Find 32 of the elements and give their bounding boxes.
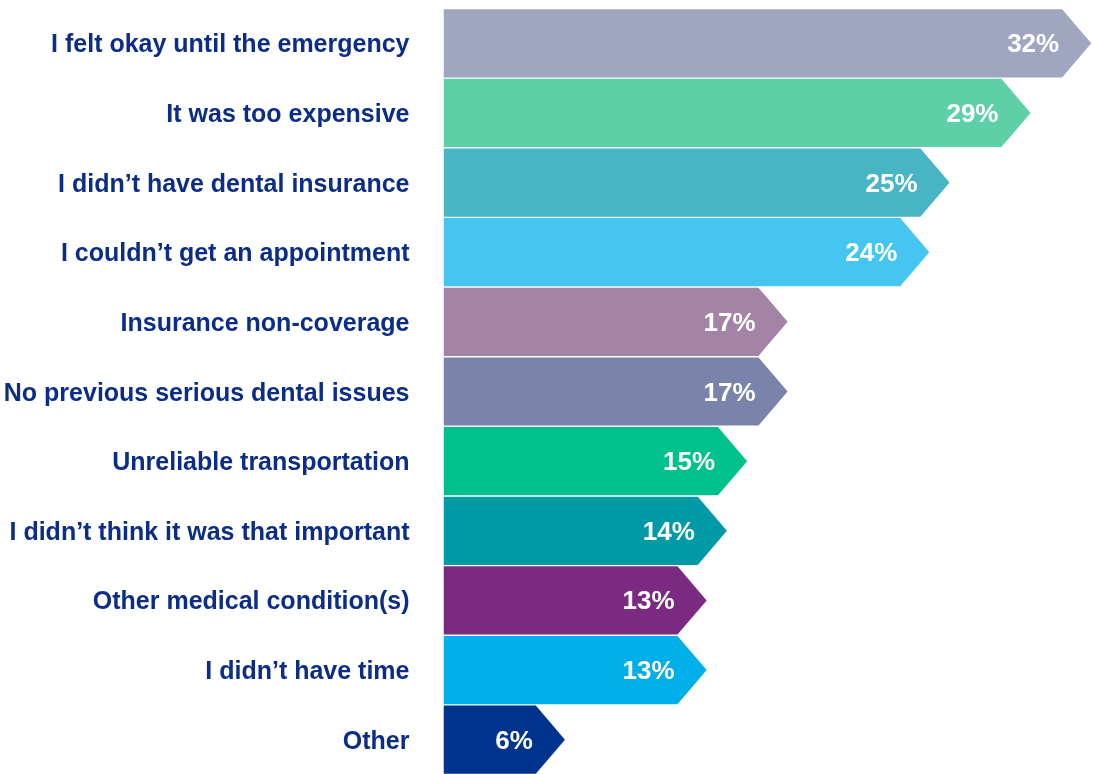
bar bbox=[443, 9, 1092, 78]
bar bbox=[443, 287, 788, 356]
y-tick-label: I couldn’t get an appointment bbox=[60, 238, 411, 267]
data-label: 25% bbox=[865, 167, 918, 198]
data-label: 24% bbox=[845, 237, 898, 268]
data-label: 6% bbox=[495, 724, 533, 755]
bar bbox=[443, 566, 707, 635]
data-label: 29% bbox=[946, 97, 999, 128]
bar bbox=[443, 78, 1031, 148]
y-tick-label: Unreliable transportation bbox=[112, 447, 410, 476]
data-label: 15% bbox=[663, 446, 716, 477]
y-tick-label: Other medical condition(s) bbox=[92, 586, 410, 615]
bar bbox=[443, 427, 748, 496]
bar bbox=[443, 218, 930, 287]
data-label: 17% bbox=[703, 306, 756, 337]
bar bbox=[443, 635, 707, 705]
y-tick-label: I felt okay until the emergency bbox=[51, 29, 410, 58]
bar bbox=[443, 496, 727, 565]
y-tick-label: I didn’t have dental insurance bbox=[58, 168, 410, 197]
data-label: 32% bbox=[1007, 28, 1060, 59]
y-tick-label: I didn’t have time bbox=[205, 656, 410, 685]
y-tick-label: Insurance non-coverage bbox=[120, 307, 410, 336]
data-label: 14% bbox=[642, 515, 695, 546]
y-tick-label: Other bbox=[342, 725, 410, 754]
y-tick-label: It was too expensive bbox=[166, 98, 410, 127]
y-tick-label: No previous serious dental issues bbox=[3, 377, 410, 406]
y-tick-label: I didn’t think it was that important bbox=[9, 516, 411, 545]
bar bbox=[443, 148, 950, 217]
data-label: 13% bbox=[622, 655, 675, 686]
data-label: 13% bbox=[622, 585, 675, 616]
data-label: 17% bbox=[703, 376, 756, 407]
bar bbox=[443, 357, 788, 426]
